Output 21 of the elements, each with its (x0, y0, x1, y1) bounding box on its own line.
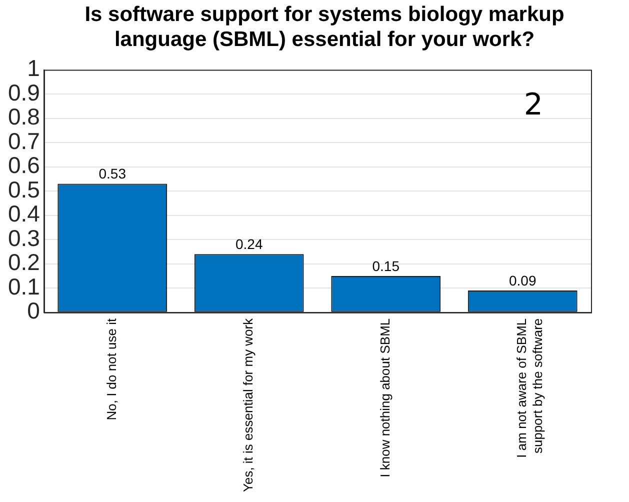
data-label: 0.53 (98, 166, 126, 182)
data-label: 0.09 (508, 272, 536, 288)
y-tick-label: 0.5 (8, 176, 40, 202)
x-tick-label: Yes, it is essential for my work (240, 318, 256, 492)
annotation: 2 (524, 88, 543, 123)
y-tick-label: 1 (27, 55, 40, 82)
y-tick-label: 0.8 (8, 104, 40, 130)
y-tick-label: 0.3 (8, 224, 40, 251)
y-tick-label: 0.6 (8, 152, 40, 178)
y-tick-label: 0.4 (8, 200, 40, 227)
y-tick-label: 0.1 (8, 273, 40, 300)
x-tick-label: I am not aware of SBML support by the software (514, 318, 545, 458)
y-tick-label: 0 (27, 298, 40, 324)
y-tick-label: 0.2 (8, 249, 40, 276)
chart-title: Is software support for systems biology markup language (SBML) essential for your work? (84, 2, 566, 52)
y-tick-label: 0.9 (8, 79, 40, 106)
y-tick-label: 0.7 (8, 128, 40, 154)
data-label: 0.24 (235, 236, 263, 252)
x-tick-label: No, I do not use it (104, 318, 119, 420)
x-tick-label: I know nothing about SBML (377, 318, 392, 478)
data-label: 0.15 (372, 258, 400, 274)
